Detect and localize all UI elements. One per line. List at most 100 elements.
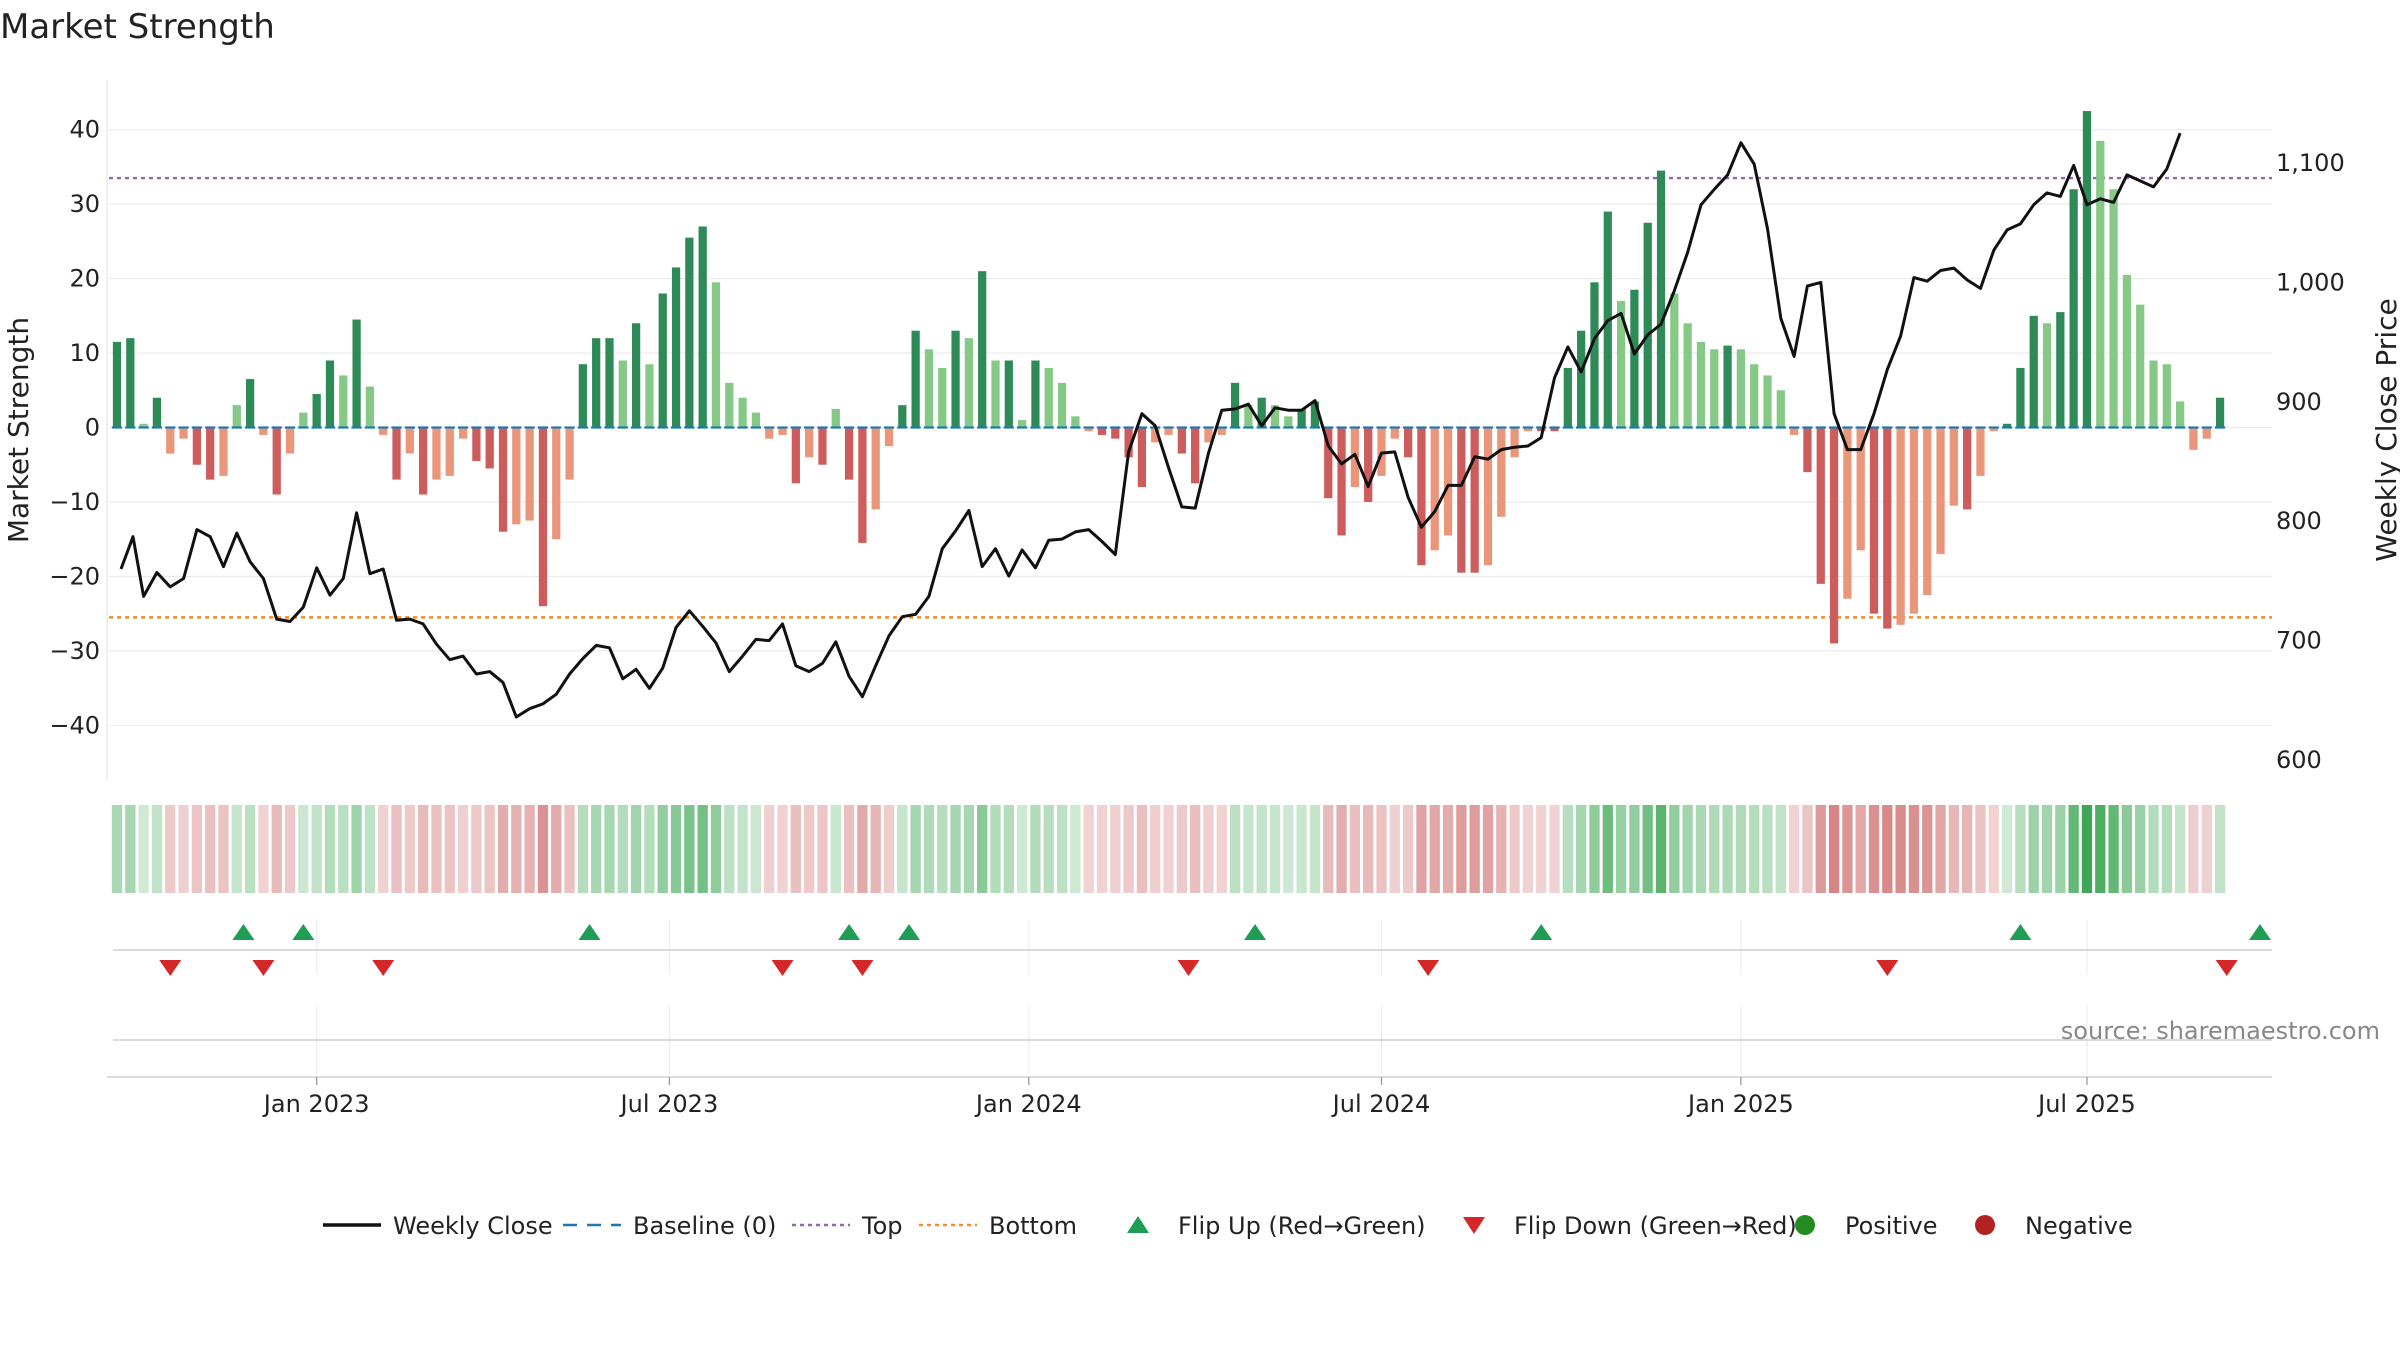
strength-bar	[2215, 397, 2225, 428]
strength-bar	[1643, 222, 1652, 428]
strength-bar	[538, 427, 548, 607]
strength-bar	[392, 427, 401, 480]
flip-up-marker	[1530, 924, 1553, 940]
strength-bar	[751, 412, 761, 428]
heat-cell	[1962, 805, 1973, 893]
heat-cell	[1762, 805, 1773, 893]
heat-cell	[1722, 805, 1733, 893]
heat-cell	[2041, 805, 2053, 893]
strength-bar	[1523, 427, 1533, 432]
strength-bar	[578, 364, 587, 428]
strength-bar	[605, 338, 614, 428]
heat-cell	[2214, 805, 2226, 893]
strength-bar	[2202, 427, 2211, 439]
right-axis-ticks: 600 700 800 900 1,000 1,100	[2276, 149, 2345, 774]
legend-item: Bottom	[919, 1212, 1077, 1240]
flip-up-marker	[1244, 924, 1267, 940]
heat-cell	[1602, 805, 1613, 893]
heat-cell	[1682, 805, 1693, 893]
heat-cell	[2135, 805, 2146, 893]
strength-bar	[924, 349, 934, 428]
heat-cell	[551, 805, 562, 893]
strength-heat-strip	[111, 805, 2226, 893]
heat-cell	[378, 805, 389, 893]
heat-cell	[657, 805, 668, 893]
legend-label: Baseline (0)	[633, 1212, 776, 1240]
strength-bar	[738, 397, 747, 428]
strength-bar	[911, 330, 920, 428]
heat-cell	[750, 805, 762, 893]
strength-bar	[485, 427, 494, 469]
strength-bar	[1856, 427, 1865, 551]
strength-bar	[2096, 140, 2105, 428]
y2-axis-title: Weekly Close Price	[2370, 298, 2400, 561]
heat-cell	[1070, 805, 1081, 893]
heat-cell	[258, 805, 269, 893]
heat-cell	[191, 805, 203, 893]
strength-bar	[1270, 405, 1280, 428]
strength-bar	[525, 427, 534, 521]
legend-item: Baseline (0)	[563, 1212, 776, 1240]
strength-bar	[219, 427, 228, 476]
strength-bar	[1616, 300, 1626, 428]
flip-down-marker	[771, 960, 794, 976]
heat-cell	[1269, 805, 1281, 893]
y2-tick-label: 600	[2276, 746, 2322, 774]
strength-bar	[1590, 282, 1599, 428]
strength-bars	[112, 111, 2225, 644]
heat-cell	[231, 805, 242, 893]
strength-bar	[1364, 427, 1373, 502]
heat-cell	[1709, 805, 1720, 893]
heat-cell	[244, 805, 256, 893]
heat-cell	[404, 805, 415, 893]
strength-bar	[1084, 427, 1093, 432]
strength-bar	[938, 367, 947, 428]
strength-bar	[166, 427, 175, 454]
y-tick-label: −40	[49, 711, 100, 739]
heat-cell	[1216, 805, 1227, 893]
strength-bar	[1829, 427, 1839, 644]
legend-swatch-dot	[1795, 1215, 1815, 1235]
strength-bar	[1723, 345, 1732, 428]
heat-cell	[1309, 805, 1321, 893]
heat-cell	[1296, 805, 1307, 893]
strength-bar	[1883, 427, 1892, 629]
heat-cell	[2055, 805, 2066, 893]
heat-cell	[2108, 805, 2119, 893]
heat-cell	[364, 805, 376, 893]
heat-cell	[165, 805, 176, 893]
heat-cell	[1895, 805, 1906, 893]
heat-cell	[1349, 805, 1361, 893]
strength-bar	[805, 427, 814, 458]
strength-bar	[671, 267, 681, 428]
heat-cell	[990, 805, 1001, 893]
strength-bar	[698, 226, 707, 428]
heat-cell	[670, 805, 682, 893]
strength-bar	[592, 338, 601, 428]
strength-bar	[512, 427, 521, 525]
strength-bar	[2122, 274, 2132, 428]
strength-bar	[1483, 427, 1493, 566]
strength-bar	[1297, 408, 1306, 428]
left-axis-ticks: −40 −30 −20 −10 0 10 20 30 40	[49, 116, 100, 740]
strength-bar	[964, 338, 974, 428]
heat-cell	[2174, 805, 2186, 893]
strength-bar	[1656, 170, 1666, 428]
strength-bar	[1151, 427, 1160, 443]
legend-swatch-up	[1127, 1216, 1149, 1233]
grid-lines	[106, 80, 2272, 1075]
strength-bar	[1257, 397, 1266, 428]
strength-bar	[1204, 427, 1213, 443]
strength-bar	[685, 237, 694, 428]
strength-bar	[285, 427, 295, 454]
flip-down-marker	[372, 960, 395, 976]
strength-bar	[112, 341, 122, 428]
y-tick-label: 40	[69, 116, 100, 144]
strength-bar	[1310, 401, 1320, 428]
heat-cell	[1828, 805, 1840, 893]
strength-bar	[1976, 427, 1985, 476]
heat-cell	[1882, 805, 1893, 893]
heat-cell	[1083, 805, 1094, 893]
strength-bar	[991, 360, 1000, 428]
date-axis: Jan 2023 Jul 2023 Jan 2024 Jul 2024 Jan 2025…	[107, 1076, 2272, 1118]
